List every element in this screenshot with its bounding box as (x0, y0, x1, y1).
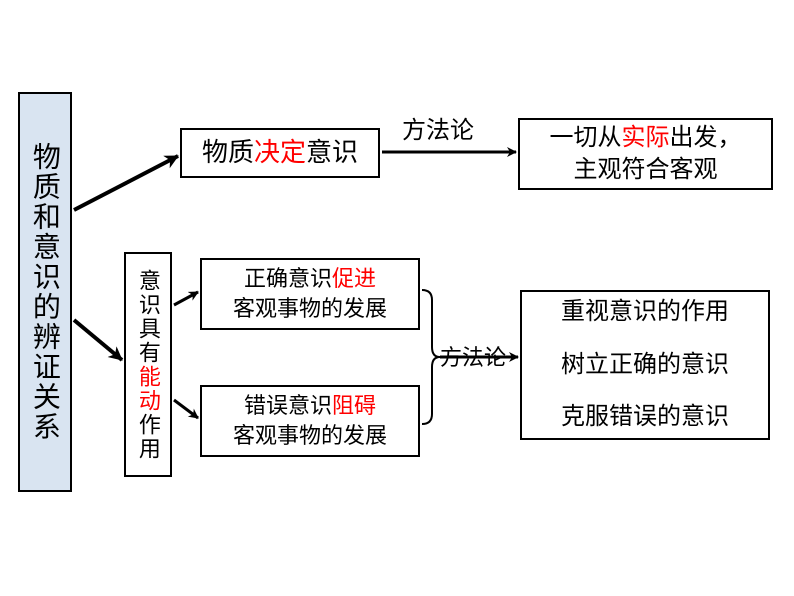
matter-determines-consciousness-box: 物质决定意识 (180, 128, 380, 178)
methodology-label-2: 方法论 (440, 340, 506, 372)
node-midl-text: 意识具有能动作用 (133, 269, 163, 461)
methodology-conclusion-box: 重视意识的作用树立正确的意识克服错误的意识 (520, 290, 770, 440)
consciousness-active-role-box: 意识具有能动作用 (124, 252, 172, 477)
node-midb-text: 错误意识阻碍客观事物的发展 (233, 391, 387, 450)
node-topr-text: 一切从实际出发，主观符合客观 (550, 122, 742, 187)
main-title-text: 物质和意识的辨证关系 (26, 142, 64, 442)
node-mida-text: 正确意识促进客观事物的发展 (233, 264, 387, 323)
correct-consciousness-box: 正确意识促进客观事物的发展 (200, 258, 420, 330)
node-rbig-text: 重视意识的作用树立正确的意识克服错误的意识 (561, 296, 729, 433)
proceed-from-reality-box: 一切从实际出发，主观符合客观 (518, 118, 773, 190)
main-title-box: 物质和意识的辨证关系 (18, 92, 72, 492)
node-top-text: 物质决定意识 (202, 135, 358, 170)
wrong-consciousness-box: 错误意识阻碍客观事物的发展 (200, 385, 420, 457)
methodology-label-1: 方法论 (402, 110, 474, 145)
